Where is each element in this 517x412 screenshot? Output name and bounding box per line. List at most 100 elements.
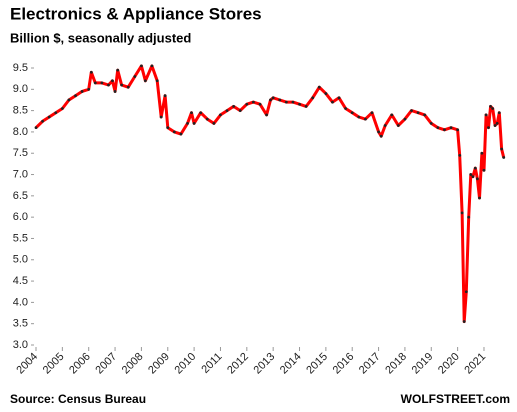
point xyxy=(487,126,490,130)
point xyxy=(480,151,484,155)
point xyxy=(370,111,374,115)
point xyxy=(291,100,295,104)
point xyxy=(87,87,91,91)
point xyxy=(54,111,58,115)
y-tick-label: 5.0 xyxy=(13,254,28,266)
x-tick-label: 2012 xyxy=(225,351,251,377)
x-tick-label: 2005 xyxy=(41,351,67,377)
point xyxy=(403,117,407,121)
point xyxy=(232,104,236,108)
point xyxy=(126,85,130,89)
x-tick-label: 2017 xyxy=(357,351,383,377)
x-tick-label: 2006 xyxy=(67,351,93,377)
point xyxy=(475,177,479,181)
point xyxy=(34,126,38,130)
point xyxy=(377,130,380,134)
point xyxy=(317,85,321,89)
x-tick-label: 2015 xyxy=(304,351,330,377)
y-tick-label: 8.5 xyxy=(13,105,28,117)
point xyxy=(423,113,427,117)
point xyxy=(252,100,255,104)
point xyxy=(363,117,367,121)
x-tick-label: 2021 xyxy=(462,351,488,377)
point xyxy=(67,98,71,102)
point xyxy=(186,122,189,125)
point xyxy=(449,126,453,130)
chart-subtitle: Billion $, seasonally adjusted xyxy=(10,30,191,45)
x-tick-label: 2004 xyxy=(14,351,40,377)
point xyxy=(140,64,143,68)
point xyxy=(460,211,464,215)
point xyxy=(190,111,193,115)
y-tick-label: 8.0 xyxy=(13,126,28,138)
point xyxy=(500,147,504,151)
point xyxy=(47,115,51,119)
point xyxy=(107,83,110,87)
point xyxy=(311,96,315,100)
point xyxy=(74,94,77,98)
point xyxy=(143,79,147,83)
y-tick-label: 3.0 xyxy=(13,339,28,351)
point xyxy=(238,109,242,113)
point xyxy=(464,290,468,294)
point xyxy=(159,115,163,119)
point xyxy=(304,104,308,108)
point xyxy=(429,122,433,125)
point xyxy=(344,107,348,110)
x-tick-label: 2016 xyxy=(331,351,357,377)
x-tick-label: 2008 xyxy=(120,351,146,377)
y-tick-label: 9.5 xyxy=(13,62,28,74)
point xyxy=(111,79,114,83)
point xyxy=(163,94,167,98)
x-tick-label: 2019 xyxy=(410,351,436,377)
x-tick-label: 2009 xyxy=(146,351,172,377)
point xyxy=(219,113,222,117)
point xyxy=(258,102,262,106)
x-tick-label: 2013 xyxy=(252,351,278,377)
point xyxy=(482,168,486,172)
point xyxy=(467,215,471,219)
point xyxy=(497,111,501,115)
x-tick-label: 2014 xyxy=(278,351,304,377)
point xyxy=(502,156,506,159)
point xyxy=(166,126,170,130)
x-tick-label: 2020 xyxy=(436,351,462,377)
point xyxy=(410,109,413,113)
point xyxy=(416,111,420,115)
point xyxy=(172,130,176,134)
point xyxy=(271,96,275,100)
y-tick-label: 6.5 xyxy=(13,190,28,202)
y-tick-label: 4.0 xyxy=(13,296,28,308)
point xyxy=(113,90,117,93)
point xyxy=(269,98,272,102)
point xyxy=(473,166,477,170)
y-tick-label: 9.0 xyxy=(13,83,28,95)
point xyxy=(41,119,44,123)
point xyxy=(436,126,440,130)
point xyxy=(60,107,64,110)
point xyxy=(278,98,282,102)
x-tick-label: 2011 xyxy=(199,351,224,376)
point xyxy=(491,107,495,110)
point xyxy=(199,111,203,115)
point xyxy=(456,128,460,132)
point xyxy=(379,134,383,138)
y-tick-label: 6.0 xyxy=(13,211,28,223)
point xyxy=(484,113,488,117)
point xyxy=(331,100,334,104)
y-tick-label: 5.5 xyxy=(13,232,28,244)
chart-title: Electronics & Appliance Stores xyxy=(10,4,262,23)
point xyxy=(298,102,301,106)
point xyxy=(443,128,446,132)
x-tick-label: 2007 xyxy=(93,351,119,377)
point xyxy=(324,92,328,95)
x-tick-label: 2010 xyxy=(172,351,198,377)
point xyxy=(212,122,216,125)
y-tick-label: 7.5 xyxy=(13,147,28,159)
point xyxy=(489,104,492,108)
point xyxy=(179,132,183,136)
point xyxy=(89,70,93,74)
point xyxy=(265,113,268,117)
point xyxy=(495,122,499,125)
